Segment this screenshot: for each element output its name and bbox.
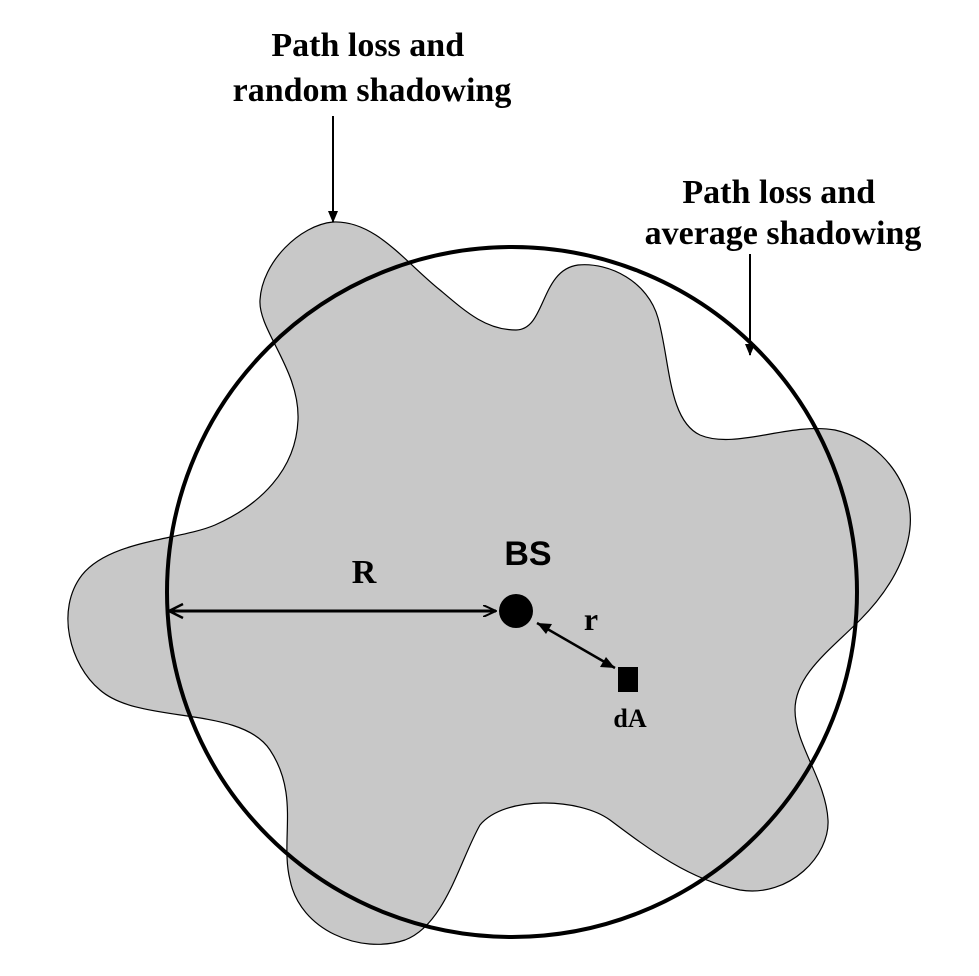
distance-arrow-head-start [537, 623, 552, 634]
random-shadowing-label: Path loss and random shadowing [233, 27, 512, 109]
random-shadowing-label-line2: random shadowing [233, 72, 512, 109]
distance-arrow [536, 621, 616, 670]
area-element-square [618, 667, 638, 692]
random-shadowing-label-line1: Path loss and [271, 27, 464, 64]
area-element-label: dA [613, 704, 646, 733]
distance-arrow-head-end [600, 657, 615, 668]
distance-label: r [584, 601, 598, 637]
radius-label: R [352, 554, 377, 591]
average-shadowing-label-line1: Path loss and [682, 174, 875, 211]
random-shadowing-region [67, 221, 911, 945]
average-shadowing-circle [165, 245, 859, 939]
base-station-dot [499, 594, 533, 628]
radius-arrow-left-head [166, 602, 184, 620]
average-shadowing-label-line2: average shadowing [645, 215, 922, 252]
average-shadowing-label: Path loss and average shadowing [645, 174, 922, 252]
base-station-label: BS [504, 535, 551, 573]
